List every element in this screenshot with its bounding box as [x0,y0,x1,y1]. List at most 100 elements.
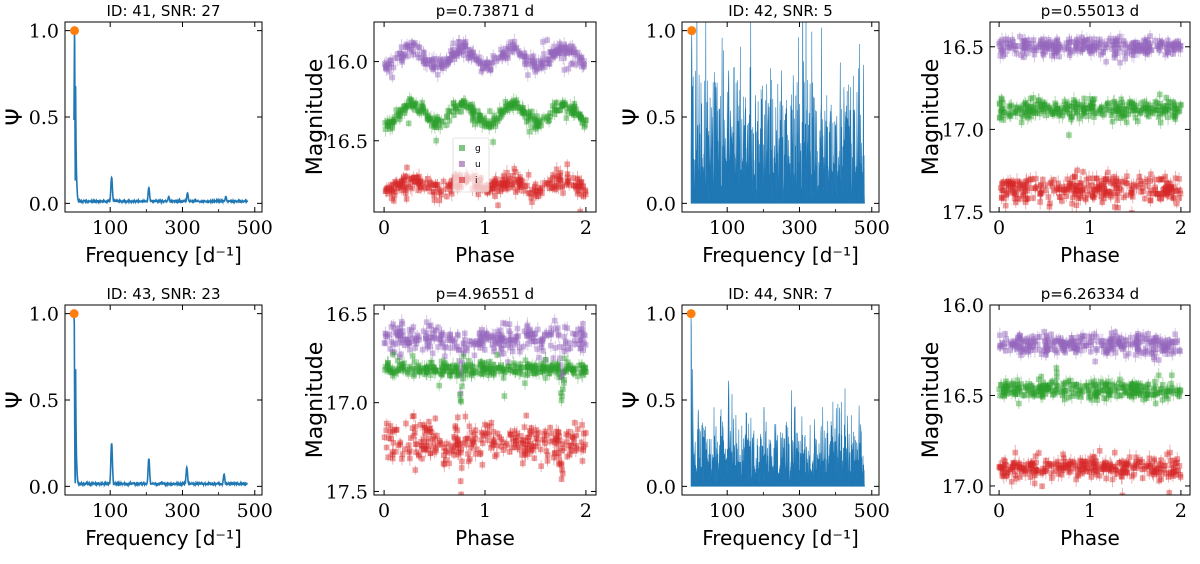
data-point [1056,109,1063,116]
data-point [1101,462,1107,469]
data-point [408,47,415,53]
data-point [457,441,464,448]
data-point [1089,382,1095,388]
data-point [439,364,445,371]
data-point [1114,50,1121,56]
data-point [1140,46,1147,52]
data-point [500,109,506,116]
data-point [1031,464,1038,471]
data-point [492,336,499,343]
data-point [433,327,440,334]
data-point [1139,459,1146,465]
data-point [1071,97,1077,103]
data-point [997,185,1004,191]
data-point [1124,469,1130,475]
data-point [1136,173,1143,180]
data-point [1155,191,1162,197]
data-point [490,334,497,340]
data-point [514,339,521,346]
data-point [384,361,391,368]
data-point [1105,465,1112,472]
data-point [522,183,529,190]
data-point [1074,334,1081,341]
data-point [1135,118,1141,125]
data-point [443,122,449,129]
data-point [1024,44,1031,51]
data-point [544,458,551,464]
data-point [413,340,420,347]
data-point [481,432,488,439]
data-point [1026,392,1032,399]
data-point [1144,51,1151,58]
data-point [1103,475,1110,482]
data-point [1155,114,1162,120]
data-point [532,125,539,132]
data-point [1144,183,1151,189]
data-point [1144,37,1150,43]
data-point [502,98,509,105]
data-point [1055,46,1062,53]
data-point [1113,37,1120,44]
data-point [1025,37,1032,43]
x-axis-label: Frequency [d⁻¹] [85,243,242,267]
data-point [1093,43,1099,50]
data-point [1166,469,1172,476]
data-point [392,55,398,61]
data-point [467,50,473,57]
data-point [1169,350,1176,357]
data-point [1134,465,1140,472]
data-point [1041,329,1047,335]
data-point [1100,49,1106,56]
data-point [507,366,514,373]
data-point [1007,104,1014,110]
data-point [1010,341,1016,347]
data-point [1121,383,1128,390]
data-point [446,449,453,456]
data-point [521,108,527,115]
data-point [1152,391,1158,398]
data-point [431,181,438,188]
data-point [1131,462,1137,469]
data-point [549,364,555,370]
data-point [1008,181,1014,187]
data-point [1048,42,1055,49]
data-point [1093,345,1099,352]
data-point [998,47,1005,53]
data-point [475,118,481,125]
data-point [519,107,526,113]
data-point [1012,468,1018,475]
data-point [997,332,1003,339]
data-point [1060,341,1066,348]
data-point [506,363,512,370]
data-point [1070,339,1077,345]
data-point [522,380,528,386]
data-point [1135,346,1141,353]
data-point [1017,349,1024,355]
data-point [444,368,451,375]
data-point [571,49,577,55]
data-point [1033,184,1040,190]
data-point [1001,386,1007,393]
data-point [542,440,548,446]
data-point [402,342,409,348]
data-point [1023,109,1029,116]
data-point [1026,106,1032,112]
data-point [520,188,527,194]
data-point [423,438,430,445]
data-point [1070,341,1076,347]
data-point [1077,188,1084,195]
data-point [1171,43,1178,49]
data-point [432,367,439,374]
data-point [1032,101,1038,108]
data-point [1146,455,1153,462]
data-point [383,420,390,427]
data-point [548,366,554,372]
data-point [432,119,438,126]
data-point [1159,382,1166,388]
y-tick-label: 0.5 [646,390,676,412]
data-point [568,61,575,67]
data-point [407,455,413,462]
x-tick-label: 0 [993,500,1005,522]
data-point [1118,45,1125,51]
data-point [1004,472,1010,478]
